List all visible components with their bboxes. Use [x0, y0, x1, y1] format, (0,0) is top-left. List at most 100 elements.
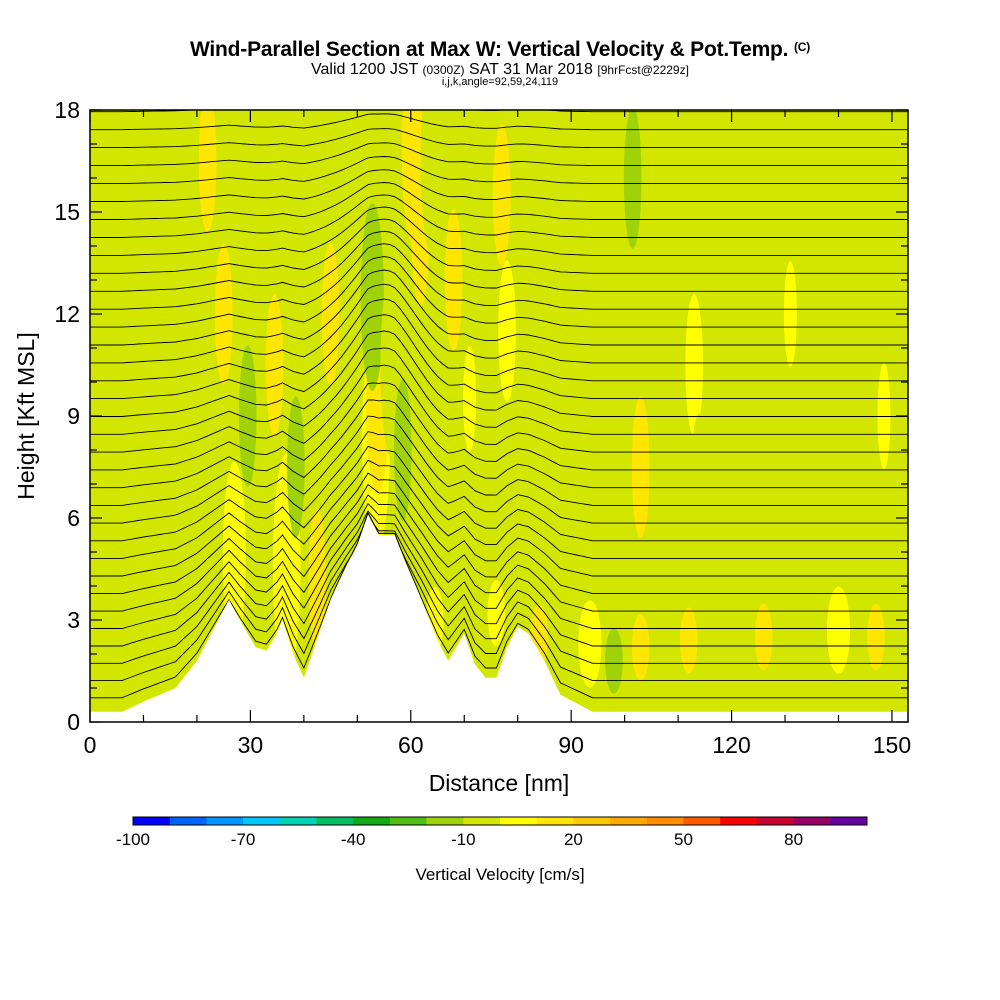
velocity-contour-band — [621, 277, 639, 419]
isentrope-line — [90, 206, 908, 256]
velocity-cell — [420, 110, 444, 255]
colorbar-swatch — [426, 817, 464, 825]
isentrope-line — [90, 283, 908, 364]
terrain — [90, 514, 908, 722]
velocity-cell — [717, 621, 736, 687]
isentrope-line — [90, 218, 908, 274]
velocity-cell — [680, 110, 698, 249]
isentrope-line — [90, 511, 908, 682]
isentrope-line — [90, 431, 908, 524]
velocity-contour-band — [679, 607, 698, 674]
colorbar-swatch — [536, 817, 574, 825]
velocity-contour-band — [498, 260, 516, 402]
velocity-cell — [360, 203, 384, 391]
y-axis: 0 3 6 9 12 15 18 — [54, 97, 908, 735]
velocity-cell — [872, 124, 891, 266]
x-tick-label: 0 — [84, 732, 97, 758]
velocity-contour-band — [321, 243, 340, 385]
velocity-cell — [287, 396, 305, 538]
colorbar-tick-label: -70 — [231, 830, 256, 849]
colorbar: -100 -70 -40 -10 20 50 80 — [116, 816, 868, 849]
colorbar-swatch — [830, 817, 868, 825]
velocity-cell — [653, 621, 671, 687]
colorbar-swatch — [500, 817, 537, 825]
velocity-contour-band — [872, 124, 891, 266]
velocity-cell — [605, 627, 623, 694]
colorbar-tick-label: -40 — [341, 830, 366, 849]
velocity-cell — [877, 363, 891, 469]
velocity-contour-band — [781, 621, 800, 687]
velocity-cell — [754, 604, 773, 670]
velocity-cell — [444, 209, 463, 351]
isentrope-line — [90, 156, 908, 185]
velocity-contour-band — [265, 294, 284, 436]
chart-title: Wind-Parallel Section at Max W: Vertical… — [189, 38, 811, 61]
velocity-contour-band — [867, 604, 885, 670]
velocity-contour-band — [287, 396, 305, 538]
isentrope-line — [90, 510, 908, 647]
colorbar-swatch — [793, 817, 831, 825]
velocity-contour-band — [717, 621, 736, 687]
velocity-cell — [867, 604, 885, 670]
velocity-contour-band — [471, 413, 490, 555]
x-tick-label: 150 — [873, 732, 911, 758]
velocity-cell — [792, 110, 810, 249]
velocity-cell — [321, 243, 340, 385]
velocity-cell — [826, 586, 851, 674]
isentrope-line — [90, 230, 908, 292]
vertical-velocity-field — [90, 110, 908, 722]
velocity-contour-band — [690, 413, 709, 555]
velocity-contour-band — [623, 110, 642, 249]
velocity-cell — [198, 110, 217, 232]
velocity-cell — [463, 346, 477, 452]
colorbar-swatch — [206, 817, 244, 825]
isentrope-line — [90, 113, 908, 131]
velocity-cell — [621, 277, 639, 419]
velocity-cell — [783, 261, 797, 367]
velocity-cell — [530, 604, 548, 670]
x-tick-label: 60 — [398, 732, 424, 758]
isentrope-line — [90, 269, 908, 346]
velocity-contour-band — [463, 346, 477, 452]
isentrope-line — [90, 142, 908, 167]
velocity-cell — [265, 294, 284, 436]
isentrope-line — [90, 128, 908, 149]
colorbar-label: Vertical Velocity [cm/s] — [415, 865, 584, 884]
colorbar-swatch — [610, 817, 648, 825]
y-tick-label: 18 — [54, 97, 80, 123]
colorbar-tick-label: -100 — [116, 830, 150, 849]
colorbar-swatch — [573, 817, 611, 825]
velocity-cell — [166, 158, 185, 300]
x-axis: 0 30 60 90 120 150 — [84, 110, 911, 758]
isentrope-line — [90, 347, 908, 435]
velocity-contour-band — [653, 621, 671, 687]
isentrope-line — [90, 494, 908, 612]
copyright-mark: (C) — [793, 40, 811, 54]
velocity-contour-band — [605, 627, 623, 694]
colorbar-swatch — [463, 817, 501, 825]
velocity-cell — [492, 124, 511, 266]
isentrope-line — [90, 194, 908, 238]
velocity-contour-band — [680, 110, 698, 249]
colorbar-swatch — [389, 817, 427, 825]
velocity-contour-band — [420, 110, 444, 255]
velocity-cell — [487, 580, 506, 647]
isentrope-line — [90, 472, 908, 577]
velocity-contour-band — [238, 345, 257, 487]
colorbar-tick-label: 20 — [564, 830, 583, 849]
velocity-contour-band — [537, 193, 551, 299]
isentrope-line — [90, 314, 908, 400]
y-tick-label: 3 — [67, 607, 80, 633]
colorbar-swatch — [646, 817, 684, 825]
y-tick-label: 9 — [67, 403, 80, 429]
y-axis-label: Height [Kft MSL] — [13, 332, 39, 499]
velocity-contour-band — [783, 261, 797, 367]
isentrope-line — [90, 511, 908, 699]
velocity-contour-band — [308, 508, 327, 651]
y-tick-label: 12 — [54, 301, 80, 327]
velocity-cell — [393, 379, 412, 521]
isentrope-line — [90, 243, 908, 310]
isentrope-line — [90, 256, 908, 328]
isentrope-line — [90, 415, 908, 506]
